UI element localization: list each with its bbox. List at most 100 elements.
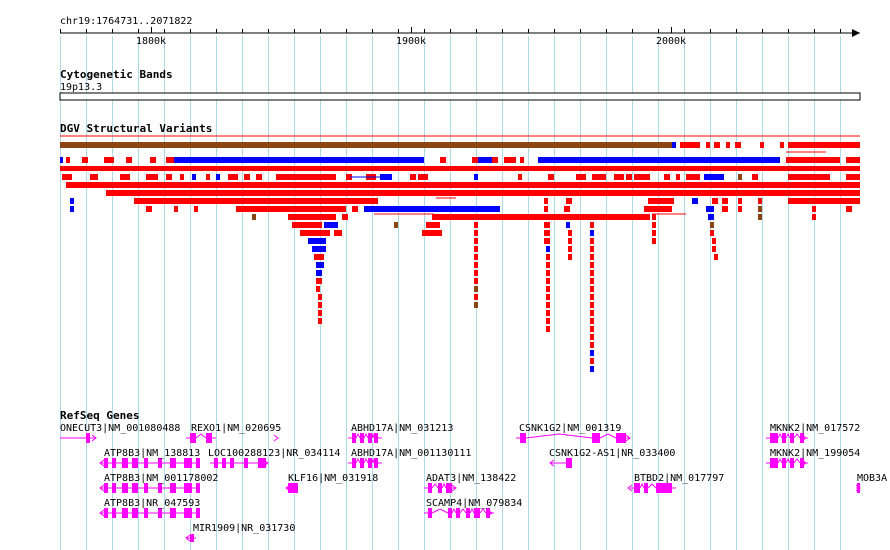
dgv-variant[interactable] — [758, 198, 762, 204]
gene-exon[interactable] — [122, 483, 128, 493]
dgv-variant[interactable] — [566, 198, 572, 204]
dgv-variant[interactable] — [60, 157, 63, 163]
dgv-variant[interactable] — [590, 366, 594, 372]
gene-intron[interactable] — [639, 482, 645, 489]
gene-model[interactable] — [60, 433, 97, 443]
dgv-variant[interactable] — [710, 222, 714, 228]
dgv-variant[interactable] — [614, 174, 624, 180]
dgv-variant[interactable] — [634, 174, 650, 180]
dgv-variant[interactable] — [292, 222, 322, 228]
dgv-variant[interactable] — [62, 174, 72, 180]
dgv-variant[interactable] — [590, 334, 594, 340]
gene-strand-arrow[interactable] — [99, 484, 105, 492]
gene-exon[interactable] — [244, 458, 248, 468]
gene-exon[interactable] — [456, 508, 460, 518]
dgv-variant[interactable] — [626, 174, 632, 180]
gene-exon[interactable] — [374, 458, 378, 468]
gene-model[interactable] — [424, 507, 494, 518]
gene-exon[interactable] — [184, 508, 192, 518]
gene-exon[interactable] — [104, 508, 108, 518]
dgv-variant[interactable] — [60, 166, 860, 171]
dgv-variant[interactable] — [738, 198, 742, 204]
gene-exon[interactable] — [790, 433, 794, 443]
dgv-variant[interactable] — [708, 214, 714, 220]
dgv-variant[interactable] — [546, 286, 550, 292]
dgv-variant[interactable] — [568, 238, 572, 244]
gene-intron[interactable] — [441, 482, 447, 489]
dgv-variant[interactable] — [758, 214, 762, 220]
gene-exon[interactable] — [132, 508, 138, 518]
dgv-variant[interactable] — [546, 318, 550, 324]
dgv-variant[interactable] — [418, 174, 428, 180]
dgv-variant[interactable] — [712, 246, 716, 252]
dgv-variant[interactable] — [590, 286, 594, 292]
gene-exon[interactable] — [206, 433, 212, 443]
dgv-variant[interactable] — [192, 174, 196, 180]
dgv-variant[interactable] — [432, 214, 650, 220]
gene-intron[interactable] — [777, 457, 783, 464]
dgv-variant[interactable] — [760, 142, 764, 148]
gene-exon[interactable] — [428, 508, 432, 518]
gene-model[interactable] — [348, 457, 382, 468]
gene-exon[interactable] — [352, 433, 356, 443]
dgv-variant[interactable] — [788, 198, 860, 204]
dgv-variant[interactable] — [82, 157, 88, 163]
gene-exon[interactable] — [112, 483, 116, 493]
dgv-variant[interactable] — [538, 157, 780, 163]
gene-exon[interactable] — [368, 433, 372, 443]
dgv-variant[interactable] — [590, 294, 594, 300]
dgv-features[interactable] — [60, 142, 860, 372]
dgv-variant[interactable] — [472, 157, 478, 163]
dgv-variant[interactable] — [316, 270, 322, 276]
gene-model[interactable] — [99, 508, 200, 518]
dgv-variant[interactable] — [546, 254, 550, 260]
gene-model[interactable] — [855, 483, 861, 493]
dgv-variant[interactable] — [90, 174, 98, 180]
gene-exon[interactable] — [360, 458, 364, 468]
gene-exon[interactable] — [158, 508, 162, 518]
dgv-variant[interactable] — [474, 278, 478, 284]
cytoband-track[interactable]: Cytogenetic Bands 19p13.3 — [59, 68, 861, 101]
gene-exon[interactable] — [144, 458, 148, 468]
dgv-variant[interactable] — [566, 222, 570, 228]
gene-exon[interactable] — [446, 483, 452, 493]
gene-exon[interactable] — [360, 433, 364, 443]
refseq-gene-models[interactable] — [60, 432, 861, 542]
gene-intron[interactable] — [355, 457, 361, 464]
gene-intron[interactable] — [599, 433, 617, 439]
dgv-variant[interactable] — [166, 157, 174, 163]
dgv-variant[interactable] — [104, 157, 114, 163]
dgv-variant[interactable] — [106, 190, 860, 196]
dgv-variant[interactable] — [590, 342, 594, 348]
gene-label[interactable]: MIR1909|NR_031730 — [193, 523, 295, 534]
gene-strand-arrow[interactable] — [627, 484, 633, 492]
dgv-variant[interactable] — [474, 174, 478, 180]
refseq-track[interactable]: RefSeq Genes ONECUT3|NM_001080488 REXO1|… — [60, 409, 887, 542]
dgv-variant[interactable] — [60, 142, 672, 148]
dgv-variant[interactable] — [236, 206, 346, 212]
gene-exon[interactable] — [170, 458, 176, 468]
gene-label[interactable]: MKNK2|NM_017572 — [770, 423, 860, 434]
gene-model[interactable] — [627, 482, 676, 493]
dgv-variant[interactable] — [394, 222, 398, 228]
gene-intron[interactable] — [785, 457, 791, 464]
gene-model[interactable] — [516, 433, 631, 443]
dgv-variant[interactable] — [426, 222, 440, 228]
gene-model[interactable] — [766, 457, 808, 468]
dgv-variant[interactable] — [548, 174, 554, 180]
gene-strand-arrow[interactable] — [285, 484, 291, 492]
dgv-variant[interactable] — [846, 174, 860, 180]
dgv-variant[interactable] — [474, 230, 478, 236]
dgv-variant[interactable] — [474, 222, 478, 228]
gene-exon[interactable] — [196, 458, 200, 468]
gene-label[interactable]: BTBD2|NM_017797 — [634, 473, 724, 484]
dgv-variant[interactable] — [316, 262, 324, 268]
gene-exon[interactable] — [770, 458, 778, 468]
dgv-variant[interactable] — [648, 198, 674, 204]
gene-label[interactable]: ABHD17A|NM_031213 — [351, 423, 453, 434]
dgv-variant[interactable] — [652, 214, 656, 220]
dgv-variant[interactable] — [590, 246, 594, 252]
gene-intron[interactable] — [793, 433, 801, 439]
dgv-variant[interactable] — [786, 157, 840, 163]
dgv-variant[interactable] — [474, 286, 478, 292]
